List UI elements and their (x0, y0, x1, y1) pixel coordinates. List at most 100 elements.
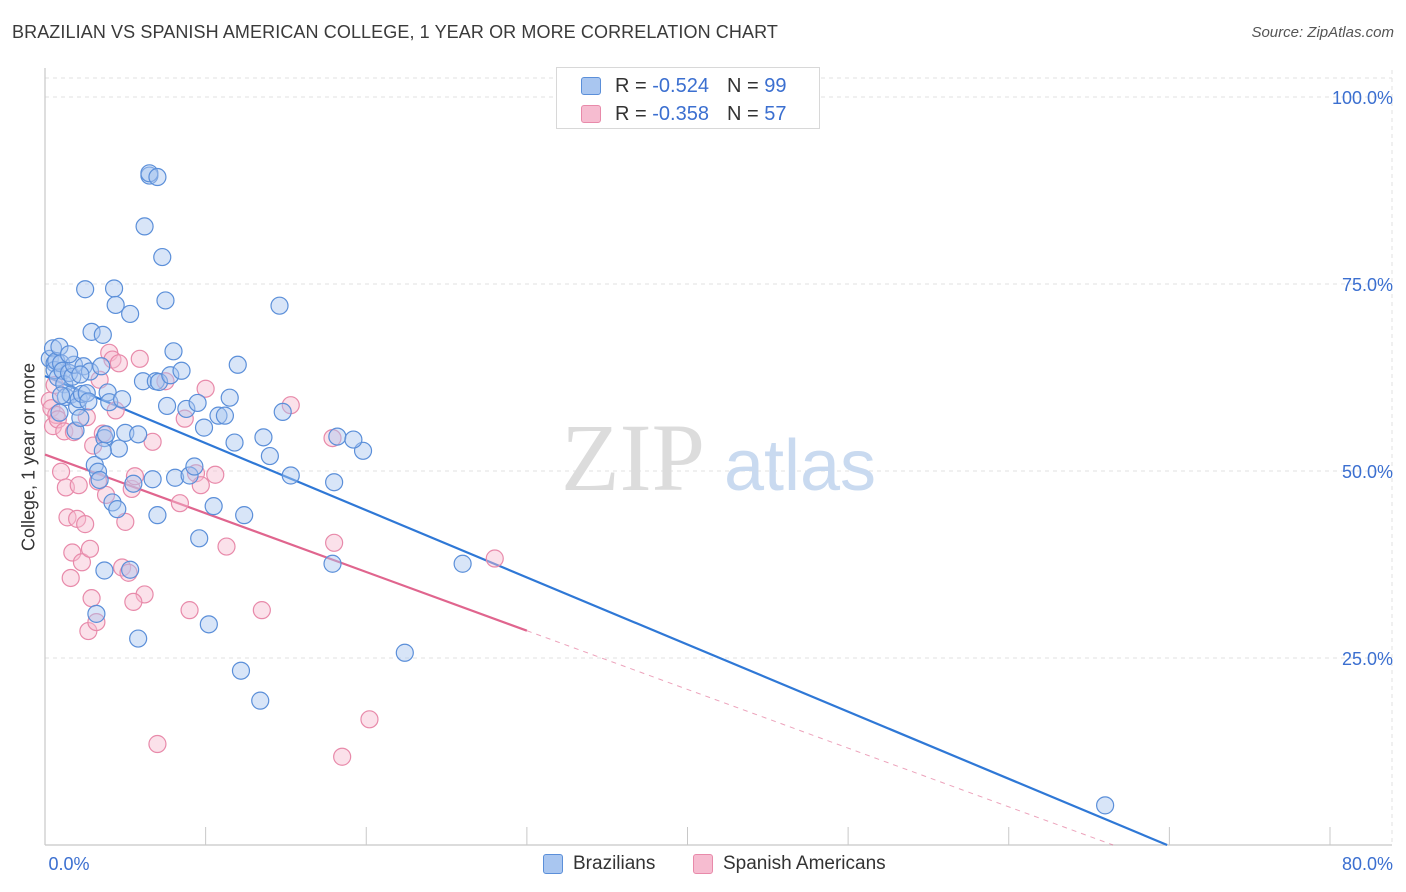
data-point-blue (93, 441, 112, 460)
trend-line-blue (44, 374, 1168, 847)
legend-row-spanish-americans: R = -0.358 N = 57 (581, 102, 786, 126)
data-point-blue (90, 470, 109, 490)
data-point-pink (58, 508, 77, 527)
data-point-pink (61, 568, 80, 588)
data-point-blue (199, 615, 218, 634)
y-axis-label: College, 1 year or more (18, 362, 39, 552)
data-point-pink (69, 476, 88, 495)
data-point-pink (325, 533, 344, 552)
data-point-blue (254, 428, 273, 447)
data-point-blue (156, 291, 175, 310)
data-point-pink (206, 465, 225, 484)
watermark-zip: ZIP (561, 404, 705, 511)
data-point-blue (64, 355, 84, 374)
data-point-blue (143, 470, 162, 489)
y-tick-label: 25.0% (1342, 649, 1393, 669)
data-point-blue (92, 357, 111, 376)
legend-n-value: 57 (764, 102, 787, 125)
data-point-blue (133, 372, 153, 391)
tick-labels: 100.0% 75.0% 50.0% 25.0% 0.0% 80.0% (48, 88, 1393, 874)
y-tick-label: 100.0% (1332, 88, 1393, 108)
data-point-pink (148, 734, 167, 754)
data-point-pink (170, 494, 190, 513)
legend-swatch-pink (693, 854, 713, 874)
data-point-blue (180, 466, 199, 485)
bottom-legend-spanish-americans[interactable]: Spanish Americans (693, 851, 886, 877)
data-point-pink (63, 543, 82, 562)
data-point-pink (125, 467, 145, 486)
watermark: ZIP atlas (561, 404, 876, 511)
x-tick-label: 0.0% (48, 854, 89, 874)
data-point-blue (148, 506, 167, 525)
data-point-blue (72, 384, 92, 404)
data-point-blue (50, 403, 69, 422)
data-point-blue (323, 554, 342, 573)
legend-swatch-blue (581, 77, 601, 95)
legend-n-label: N = (726, 102, 759, 125)
source-credit: Source: ZipAtlas.com (1251, 24, 1394, 41)
data-point-blue (453, 554, 472, 573)
data-point-pink (80, 539, 100, 558)
data-point-blue (129, 629, 148, 648)
data-point-pink (96, 485, 116, 505)
data-point-blue (153, 247, 172, 267)
data-point-blue (112, 390, 132, 409)
data-point-blue (51, 386, 71, 405)
data-point-blue (135, 217, 154, 236)
legend-n-value: 99 (764, 74, 787, 97)
data-point-blue (190, 529, 209, 548)
data-point-blue (161, 366, 180, 385)
legend-label: Spanish Americans (723, 853, 886, 874)
legend-swatch-blue (543, 854, 563, 874)
data-point-blue (281, 466, 300, 485)
data-point-pink (119, 563, 138, 582)
data-point-blue (328, 427, 347, 446)
data-point-blue (76, 280, 95, 299)
legend-r-label: R = (615, 74, 647, 97)
data-point-blue (87, 604, 106, 623)
data-point-blue (1096, 796, 1115, 815)
data-point-blue (121, 304, 140, 324)
y-tick-label: 75.0% (1342, 275, 1393, 295)
data-point-blue (129, 425, 148, 444)
bottom-legend-brazilians[interactable]: Brazilians (543, 851, 655, 877)
data-point-blue (71, 408, 90, 427)
series-brazilians (40, 164, 1115, 815)
data-point-pink (360, 710, 379, 729)
data-point-blue (220, 388, 239, 407)
data-point-blue (79, 392, 98, 411)
legend-r-value: -0.524 (652, 74, 709, 97)
data-point-blue (225, 433, 244, 452)
data-point-blue (59, 345, 79, 364)
data-point-blue (157, 396, 177, 416)
data-point-blue (188, 393, 207, 413)
data-point-blue (172, 361, 191, 380)
data-point-blue (325, 473, 344, 492)
data-point-blue (235, 506, 254, 525)
data-point-blue (344, 430, 363, 449)
data-point-pink (485, 549, 504, 568)
legend-row-brazilians: R = -0.524 N = 99 (581, 74, 786, 98)
data-point-blue (194, 418, 214, 437)
axes (44, 68, 1392, 846)
data-point-blue (209, 406, 228, 425)
data-point-pink (124, 592, 143, 612)
data-point-pink (76, 515, 95, 534)
stats-legend: R = -0.524 N = 99 R = -0.358 N = 57 (556, 67, 820, 129)
data-point-blue (395, 643, 414, 662)
data-point-blue (204, 497, 223, 516)
data-point-blue (260, 446, 279, 466)
chart-title: BRAZILIAN VS SPANISH AMERICAN COLLEGE, 1… (12, 22, 778, 42)
data-point-blue (166, 468, 185, 487)
gridlines (45, 70, 1393, 845)
data-point-pink (217, 537, 236, 556)
data-point-blue (82, 322, 101, 341)
data-point-pink (130, 349, 149, 368)
data-point-blue (109, 439, 128, 458)
legend-swatch-pink (581, 105, 601, 123)
data-point-blue (231, 661, 251, 680)
data-point-pink (51, 462, 71, 481)
data-point-blue (121, 560, 140, 579)
data-point-blue (96, 425, 116, 444)
data-point-pink (333, 747, 352, 766)
